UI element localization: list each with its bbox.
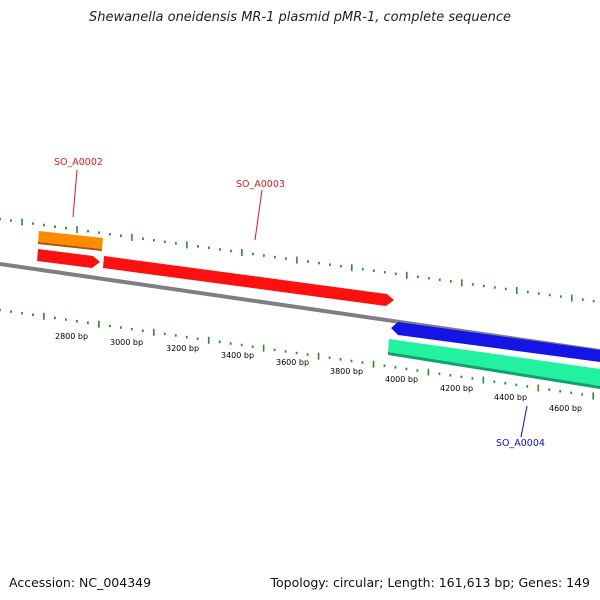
gene-label-so-a0002[interactable]: SO_A0002 [54,157,103,168]
gene-label-so-a0003[interactable]: SO_A0003 [236,179,285,190]
gene-arrow-so-a0002[interactable] [37,249,100,268]
orange-feature-shade [38,242,102,251]
inner-tick-track [0,308,595,400]
scale-label: 2800 bp [55,332,88,341]
scale-label: 4200 bp [440,384,473,393]
topology-summary: Topology: circular; Length: 161,613 bp; … [270,575,591,590]
outer-tick-track [0,217,595,303]
scale-label: 4000 bp [385,375,418,384]
teal-feature-shade [388,352,600,389]
scale-label: 3600 bp [276,358,309,367]
gene-arrow-so-a0004[interactable] [391,322,600,362]
teal-feature-bar[interactable] [388,339,600,388]
scale-label: 3800 bp [330,367,363,376]
scale-label: 3400 bp [221,351,254,360]
scale-label: 3000 bp [110,338,143,347]
orange-feature-bar[interactable] [38,231,103,249]
map-title: Shewanella oneidensis MR-1 plasmid pMR-1… [88,10,512,25]
label-leader-so-a0002 [72,169,78,218]
label-leader-so-a0003 [254,189,263,241]
label-leader-so-a0004 [520,405,528,438]
scale-label: 3200 bp [166,344,199,353]
scale-label: 4600 bp [549,404,582,413]
scale-label: 4400 bp [494,393,527,402]
gene-label-so-a0004[interactable]: SO_A0004 [496,438,545,449]
gene-arrow-so-a0003[interactable] [103,256,394,306]
accession-text: Accession: NC_004349 [9,575,152,590]
